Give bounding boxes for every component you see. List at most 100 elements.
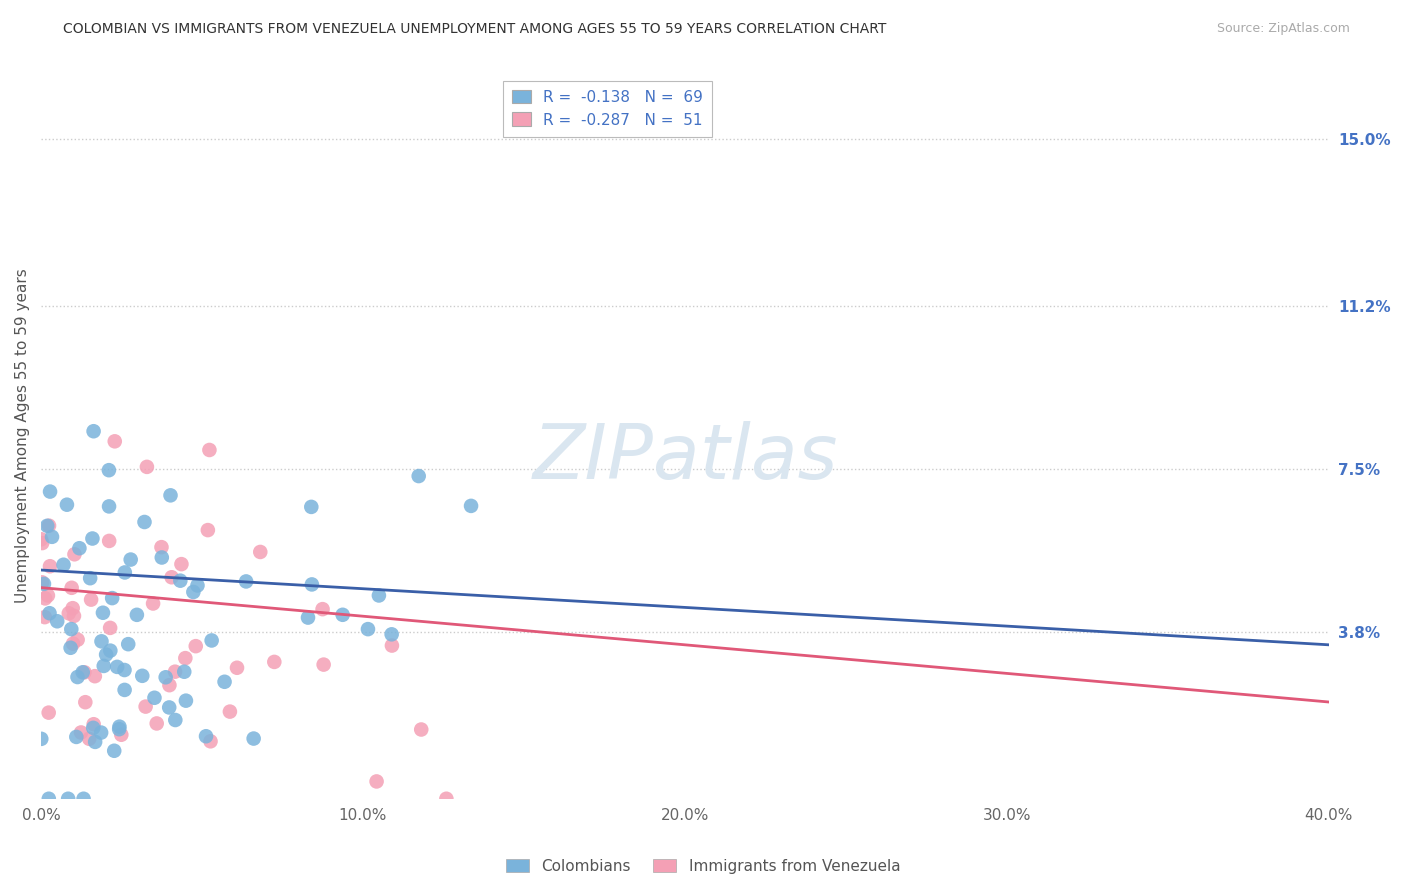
Point — [145, 716, 167, 731]
Point — [90, 634, 112, 648]
Point — [381, 627, 404, 641]
Point — [66, 670, 89, 684]
Point — [97, 463, 120, 477]
Point — [34, 610, 56, 624]
Point — [38, 518, 60, 533]
Point — [72, 665, 94, 680]
Point — [37, 518, 59, 533]
Point — [31, 575, 53, 590]
Point — [108, 720, 131, 734]
Point — [201, 633, 224, 648]
Point — [56, 498, 79, 512]
Point — [105, 660, 128, 674]
Point — [98, 533, 121, 548]
Point — [249, 545, 271, 559]
Point — [73, 665, 96, 680]
Point — [200, 734, 222, 748]
Point — [434, 791, 457, 805]
Point — [197, 523, 219, 537]
Point — [108, 722, 131, 736]
Point — [150, 550, 173, 565]
Point — [311, 602, 333, 616]
Point — [263, 655, 285, 669]
Point — [80, 592, 103, 607]
Point — [98, 643, 121, 657]
Text: COLOMBIAN VS IMMIGRANTS FROM VENEZUELA UNEMPLOYMENT AMONG AGES 55 TO 59 YEARS CO: COLOMBIAN VS IMMIGRANTS FROM VENEZUELA U… — [63, 22, 887, 37]
Point — [174, 694, 197, 708]
Point — [34, 591, 56, 606]
Point — [170, 557, 193, 571]
Point — [37, 589, 59, 603]
Point — [157, 700, 180, 714]
Point — [38, 706, 60, 720]
Point — [72, 791, 94, 805]
Point — [104, 434, 127, 449]
Point — [39, 484, 62, 499]
Point — [60, 622, 83, 636]
Point — [58, 607, 80, 621]
Point — [110, 728, 132, 742]
Point — [62, 601, 84, 615]
Point — [173, 665, 195, 679]
Point — [143, 690, 166, 705]
Point — [70, 725, 93, 739]
Point — [114, 663, 136, 677]
Point — [56, 791, 79, 805]
Point — [367, 589, 389, 603]
Point — [214, 674, 236, 689]
Point — [94, 648, 117, 662]
Point — [65, 730, 87, 744]
Point — [408, 469, 430, 483]
Point — [63, 547, 86, 561]
Point — [82, 721, 104, 735]
Point — [460, 499, 482, 513]
Point — [174, 651, 197, 665]
Point — [135, 459, 157, 474]
Point — [131, 669, 153, 683]
Point — [101, 591, 124, 606]
Point — [83, 669, 105, 683]
Point — [63, 608, 86, 623]
Point — [83, 424, 105, 438]
Point — [195, 729, 218, 743]
Point — [41, 530, 63, 544]
Legend: R =  -0.138   N =  69, R =  -0.287   N =  51: R = -0.138 N = 69, R = -0.287 N = 51 — [503, 80, 711, 136]
Point — [155, 670, 177, 684]
Point — [67, 541, 90, 556]
Point — [183, 585, 205, 599]
Point — [120, 552, 142, 566]
Point — [235, 574, 257, 589]
Point — [165, 713, 187, 727]
Point — [142, 597, 165, 611]
Point — [114, 682, 136, 697]
Point — [357, 622, 380, 636]
Legend: Colombians, Immigrants from Venezuela: Colombians, Immigrants from Venezuela — [499, 853, 907, 880]
Point — [32, 577, 55, 591]
Point — [82, 532, 104, 546]
Point — [159, 488, 181, 502]
Point — [381, 639, 404, 653]
Point — [117, 637, 139, 651]
Point — [160, 570, 183, 584]
Point — [31, 536, 53, 550]
Point — [242, 731, 264, 746]
Point — [66, 632, 89, 647]
Point — [366, 774, 388, 789]
Point — [79, 571, 101, 585]
Point — [332, 607, 354, 622]
Point — [103, 744, 125, 758]
Point — [60, 581, 83, 595]
Point — [84, 735, 107, 749]
Point — [93, 659, 115, 673]
Y-axis label: Unemployment Among Ages 55 to 59 years: Unemployment Among Ages 55 to 59 years — [15, 268, 30, 603]
Point — [150, 540, 173, 554]
Point — [77, 731, 100, 746]
Point — [91, 606, 114, 620]
Point — [52, 558, 75, 572]
Point — [98, 500, 121, 514]
Point — [219, 705, 242, 719]
Text: ZIPatlas: ZIPatlas — [533, 421, 838, 495]
Point — [62, 637, 84, 651]
Point — [98, 621, 121, 635]
Point — [125, 607, 148, 622]
